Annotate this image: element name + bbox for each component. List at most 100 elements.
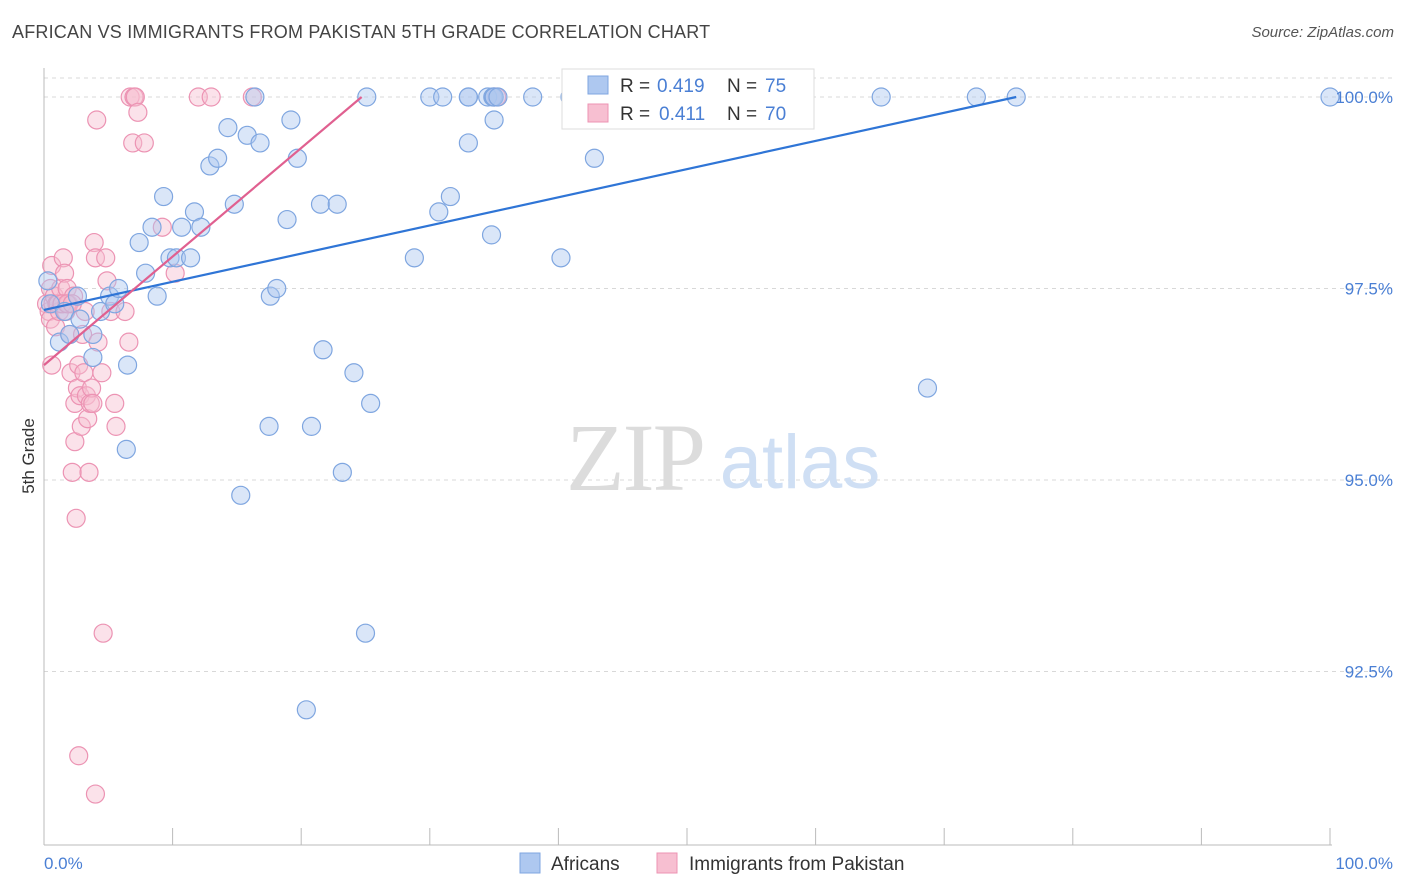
pakistan-point bbox=[57, 278, 77, 299]
africans-point bbox=[440, 186, 460, 207]
pakistan-point bbox=[69, 746, 89, 766]
africans-point bbox=[523, 87, 543, 107]
pakistan-point bbox=[134, 133, 154, 153]
africans-point bbox=[481, 225, 502, 245]
africans-point bbox=[250, 133, 270, 153]
africans-point bbox=[208, 148, 228, 168]
pakistan-point bbox=[123, 133, 143, 153]
africans-point bbox=[357, 87, 377, 107]
y-tick-label: 100.0% bbox=[1335, 88, 1393, 107]
africans-point bbox=[478, 87, 498, 107]
pakistan-point bbox=[125, 87, 145, 107]
africans-point bbox=[332, 462, 352, 482]
africans-point bbox=[116, 439, 136, 459]
africans-point bbox=[142, 217, 162, 237]
africans-point bbox=[458, 87, 478, 107]
x-axis-min-label: 0.0% bbox=[44, 854, 83, 873]
africans-point bbox=[296, 700, 316, 720]
pakistan-point bbox=[54, 263, 75, 283]
pakistan-point bbox=[66, 508, 86, 528]
pakistan-point bbox=[71, 416, 91, 436]
africans-point bbox=[871, 87, 891, 107]
legend-r-value-pakistan: 0.411 bbox=[659, 104, 705, 125]
africans-point bbox=[310, 194, 331, 214]
pakistan-point bbox=[85, 248, 106, 268]
pakistan-points bbox=[36, 87, 507, 804]
pakistan-point bbox=[97, 271, 117, 291]
africans-point bbox=[83, 324, 103, 345]
bottom-legend-label-africans: Africans bbox=[551, 854, 620, 875]
pakistan-point bbox=[42, 355, 62, 375]
pakistan-point bbox=[87, 110, 107, 130]
africans-point bbox=[218, 118, 238, 138]
pakistan-point bbox=[62, 462, 82, 482]
watermark-atlas: atlas bbox=[720, 420, 881, 505]
chart-title: AFRICAN VS IMMIGRANTS FROM PAKISTAN 5TH … bbox=[12, 22, 711, 42]
grid bbox=[44, 77, 1393, 672]
watermark: ZIP atlas bbox=[566, 404, 880, 511]
y-axis-label: 5th Grade bbox=[19, 418, 38, 494]
bottom-legend-label-pakistan: Immigrants from Pakistan bbox=[689, 854, 904, 875]
axes bbox=[43, 68, 1332, 846]
pakistan-point bbox=[78, 409, 98, 429]
pakistan-point bbox=[119, 332, 139, 352]
africans-point bbox=[117, 355, 138, 375]
africans-point bbox=[70, 309, 90, 329]
pakistan-point bbox=[106, 416, 126, 436]
pakistan-point bbox=[152, 217, 172, 237]
africans-point bbox=[551, 248, 571, 268]
pakistan-point bbox=[128, 102, 148, 122]
legend-r-label-pakistan: R = bbox=[620, 104, 650, 125]
y-tick-label: 97.5% bbox=[1345, 280, 1393, 299]
africans-point bbox=[181, 248, 201, 268]
africans-point bbox=[38, 271, 58, 291]
africans-point bbox=[83, 347, 103, 368]
watermark-zip: ZIP bbox=[566, 404, 704, 511]
pakistan-point bbox=[84, 232, 104, 253]
africans-point bbox=[147, 286, 167, 306]
pakistan-trend-line bbox=[43, 96, 363, 366]
africans-point bbox=[1320, 87, 1340, 107]
africans-point bbox=[404, 248, 424, 268]
legend-r-value-africans: 0.419 bbox=[657, 76, 705, 97]
africans-point bbox=[1006, 87, 1026, 107]
tick-labels: 92.5% 95.0% 97.5% 100.0% bbox=[1335, 88, 1393, 682]
series-legend: Africans Immigrants from Pakistan bbox=[519, 852, 904, 875]
africans-point bbox=[277, 209, 297, 230]
africans-point bbox=[267, 278, 287, 299]
pakistan-point bbox=[105, 393, 125, 413]
africans-point bbox=[153, 186, 174, 207]
correlation-legend: R = 0.419 N = 75 R = 0.411 N = 70 bbox=[561, 68, 815, 130]
africans-point bbox=[301, 416, 322, 436]
pakistan-point bbox=[92, 363, 112, 383]
africans-point bbox=[129, 232, 149, 253]
pakistan-point bbox=[85, 784, 106, 804]
africans-point bbox=[327, 194, 347, 214]
pakistan-point bbox=[83, 393, 103, 413]
trend-lines bbox=[43, 95, 1017, 366]
pakistan-point bbox=[81, 378, 102, 398]
x-axis-max-label: 100.0% bbox=[1335, 854, 1393, 873]
africans-point bbox=[231, 485, 251, 505]
africans-point bbox=[313, 340, 333, 360]
legend-swatch-africans bbox=[587, 75, 609, 95]
pakistan-point bbox=[115, 301, 135, 322]
africans-point bbox=[429, 202, 449, 222]
africans-point bbox=[260, 286, 280, 306]
legend-n-label-pakistan: N = bbox=[727, 104, 757, 125]
legend-n-value-africans: 75 bbox=[765, 76, 786, 97]
pakistan-point bbox=[53, 248, 73, 268]
bottom-legend-swatch-pakistan bbox=[656, 852, 678, 874]
pakistan-point bbox=[79, 462, 99, 482]
pakistan-point bbox=[93, 623, 113, 643]
africans-point bbox=[361, 393, 381, 413]
africans-point bbox=[245, 87, 265, 107]
africans-point bbox=[355, 623, 376, 643]
africans-point bbox=[200, 156, 220, 176]
africans-point bbox=[60, 324, 80, 345]
africans-point bbox=[433, 87, 453, 107]
africans-point bbox=[172, 217, 192, 237]
africans-trend-line bbox=[43, 95, 1017, 312]
africans-point bbox=[917, 378, 938, 398]
